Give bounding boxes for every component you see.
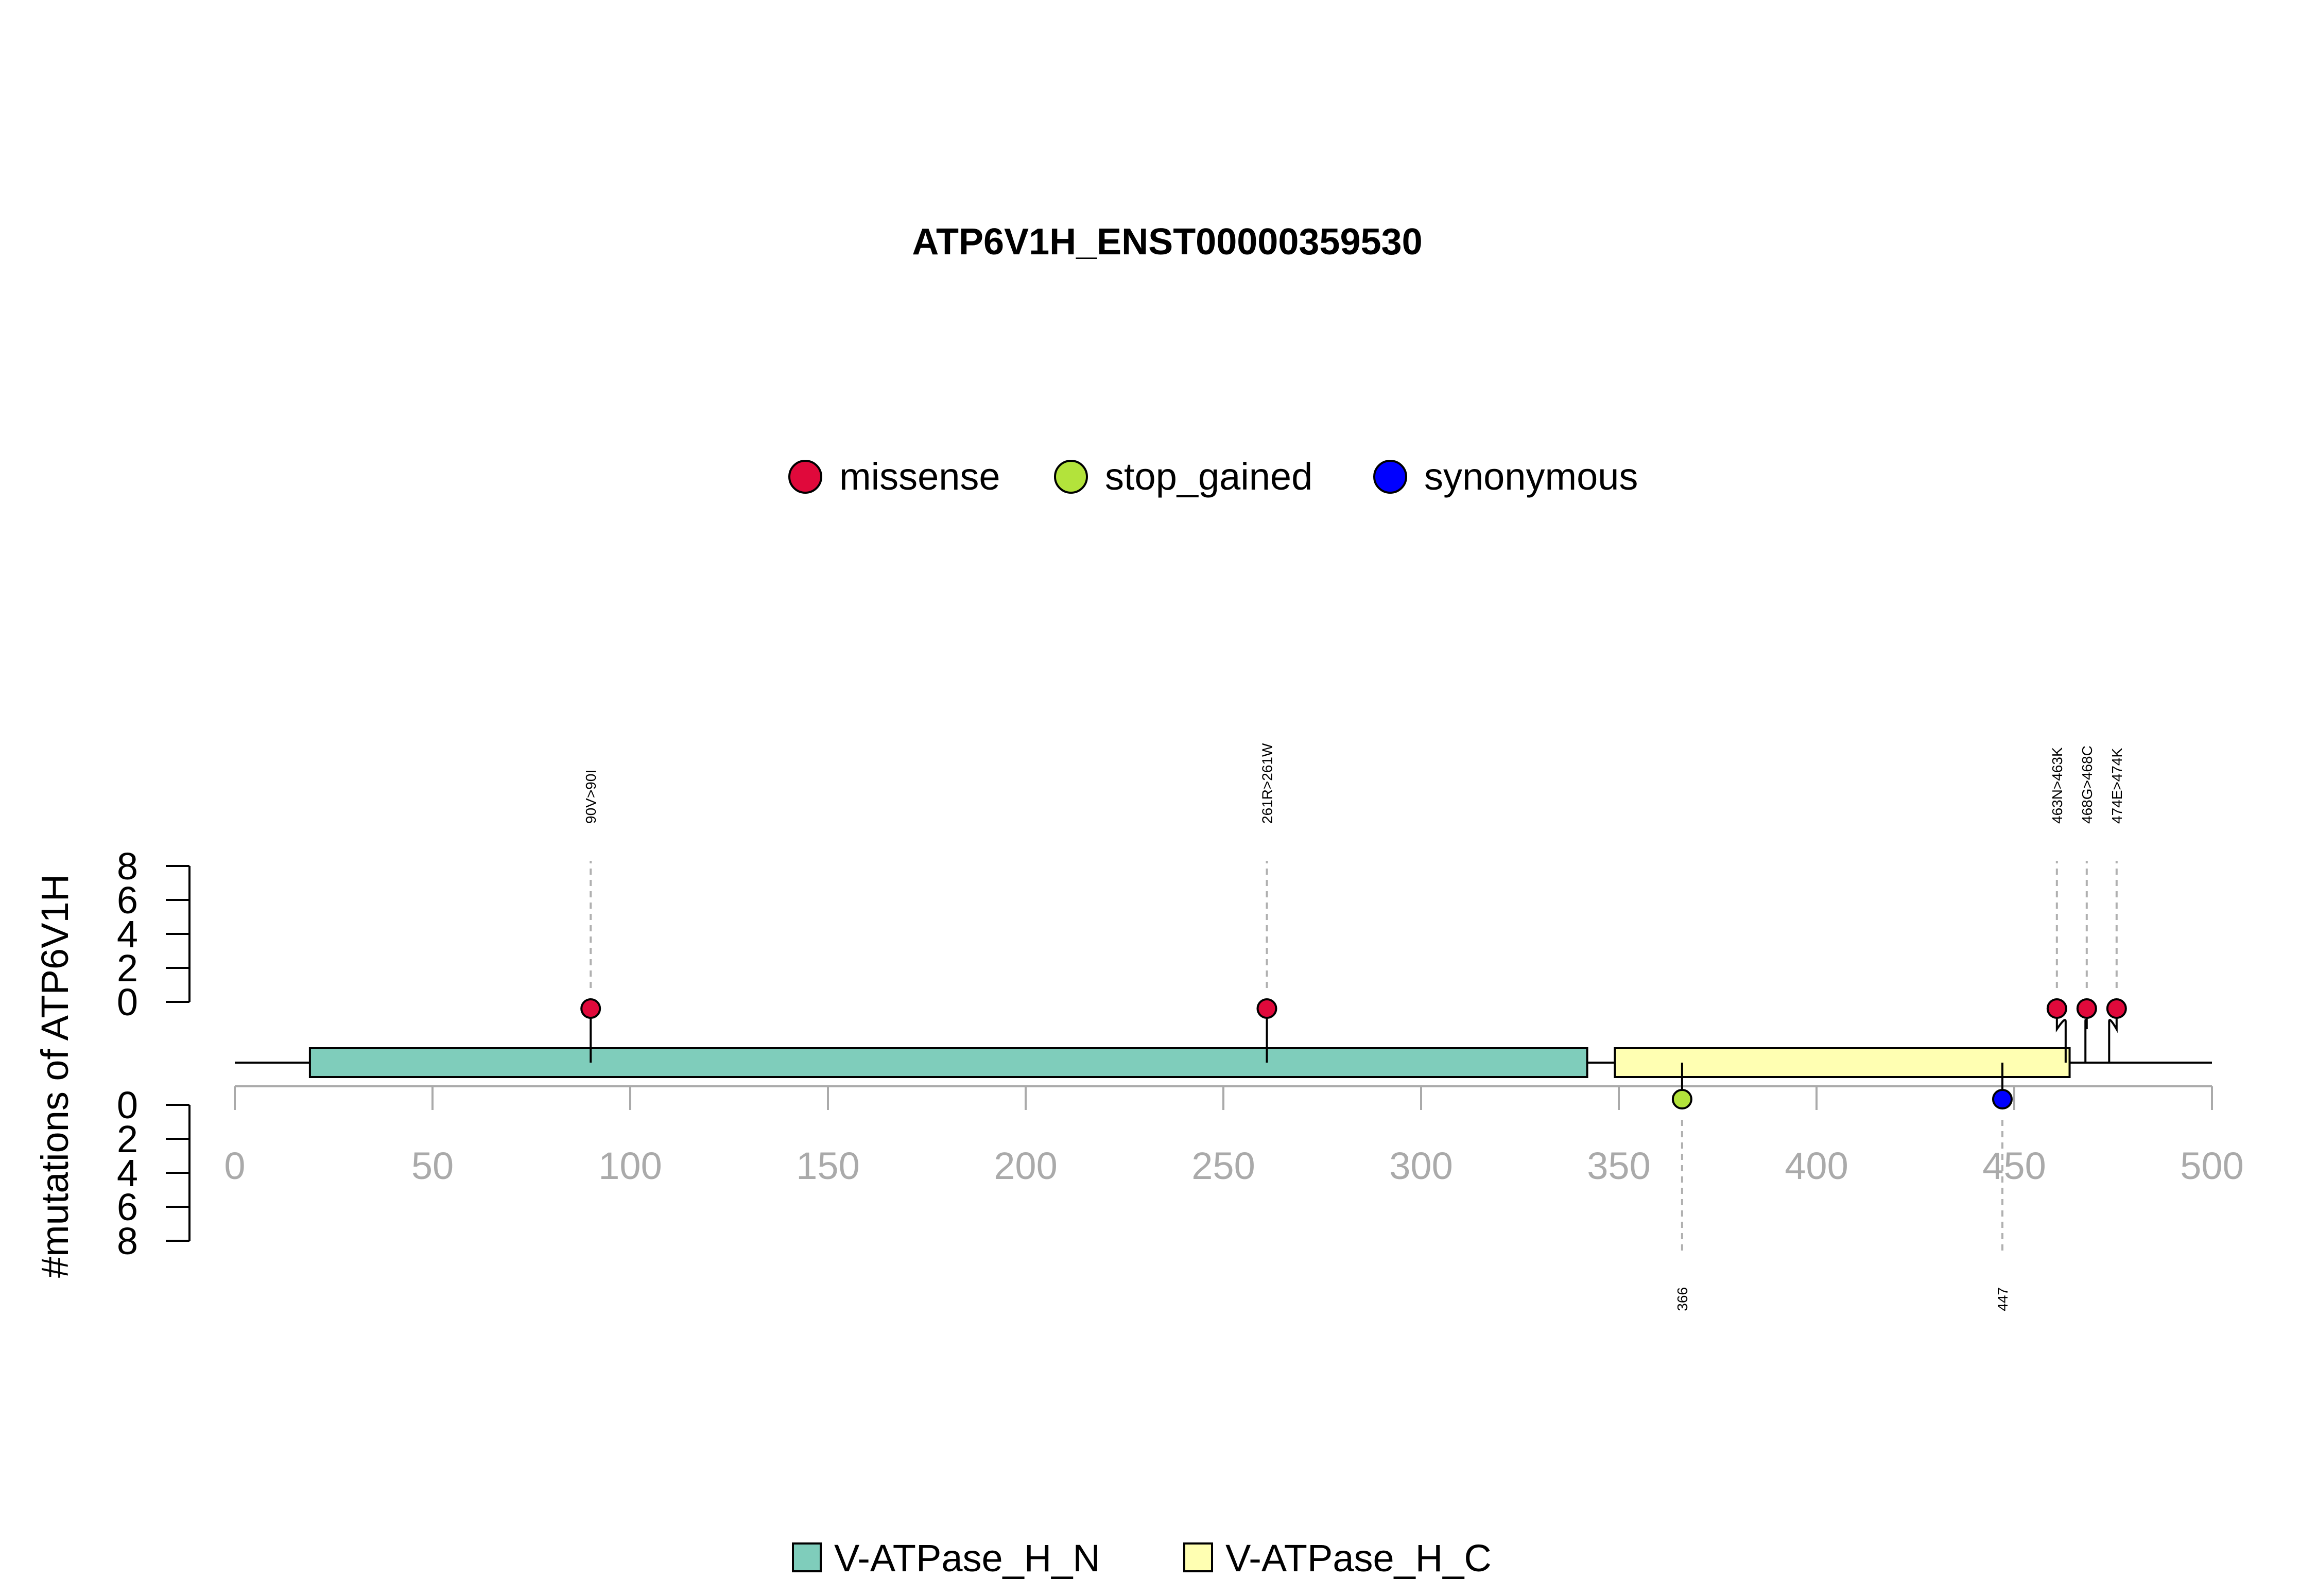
- x-tick-label-100: 100: [598, 1144, 662, 1187]
- x-tick-label-0: 0: [224, 1144, 245, 1187]
- y-top-tick-label-4: 4: [117, 913, 138, 956]
- y-top-tick-label-8: 8: [117, 845, 138, 888]
- x-tick-label-50: 50: [411, 1144, 454, 1187]
- domain-legend-swatch-V-ATPase_H_N: [792, 1542, 822, 1572]
- y-axis-label: #mutations of ATP6V1H: [33, 874, 76, 1278]
- mutation-261R-261W-label: 261R>261W: [1259, 743, 1275, 824]
- y-bottom-tick-label-6: 6: [117, 1186, 138, 1228]
- mutation-261R-261W-point: [1256, 998, 1277, 1019]
- mutations-top: 90V>90I 261R>261W 463N>463K 468G>468C 474E>4…: [580, 743, 2127, 1063]
- mutation-366-point: [1671, 1089, 1692, 1109]
- y-bottom-tick-label-4: 4: [117, 1152, 138, 1194]
- mutation-474E-474K-stem: [2108, 1009, 2118, 1063]
- y-top-tick-label-2: 2: [117, 947, 138, 990]
- x-tick-label-150: 150: [796, 1144, 859, 1187]
- domain-legend: V-ATPase_H_N V-ATPase_H_C: [792, 1537, 1492, 1580]
- mutation-90V-90I-label: 90V>90I: [583, 770, 599, 824]
- domain-legend-label-V-ATPase_H_C: V-ATPase_H_C: [1225, 1537, 1492, 1580]
- x-tick-label-200: 200: [994, 1144, 1057, 1187]
- y-bottom-tick-label-8: 8: [117, 1220, 138, 1262]
- mutation-463N-463K-label: 463N>463K: [2049, 747, 2065, 824]
- mutation-463N-463K-stem: [2055, 1009, 2067, 1063]
- x-tick-label-300: 300: [1389, 1144, 1453, 1187]
- x-tick-label-450: 450: [1982, 1144, 2046, 1187]
- mutation-468G-468C-point: [2076, 998, 2097, 1019]
- mutation-447-point: [1992, 1089, 2013, 1109]
- mutation-type-legend: missense stop_gained synonymous: [788, 455, 1638, 498]
- mutation-474E-474K-point: [2106, 998, 2127, 1019]
- mutation-366-label: 366: [1674, 1287, 1690, 1311]
- x-tick-label-500: 500: [2180, 1144, 2243, 1187]
- mutation-468G-468C-stem: [2084, 1009, 2088, 1063]
- domains: [308, 1047, 2071, 1078]
- legend-swatch-synonymous: [1373, 460, 1407, 494]
- chart-title: ATP6V1H_ENST00000359530: [912, 221, 1422, 263]
- mutation-474E-474K-label: 474E>474K: [2109, 748, 2125, 824]
- x-tick-label-400: 400: [1785, 1144, 1848, 1187]
- legend-label-stop_gained: stop_gained: [1105, 455, 1312, 498]
- y-bottom-tick-label-0: 0: [117, 1084, 138, 1126]
- legend-label-synonymous: synonymous: [1424, 455, 1638, 498]
- domain-V-ATPase_H_N: [308, 1047, 1588, 1078]
- domain-V-ATPase_H_C: [1614, 1047, 2071, 1078]
- mutation-90V-90I-point: [580, 998, 601, 1019]
- domain-legend-label-V-ATPase_H_N: V-ATPase_H_N: [834, 1537, 1100, 1580]
- x-tick-label-350: 350: [1587, 1144, 1650, 1187]
- x-axis: 0 50 100 150 200 250 300 350 400 450 500: [224, 1085, 2244, 1187]
- legend-swatch-stop_gained: [1054, 460, 1088, 494]
- mutation-468G-468C-label: 468G>468C: [2079, 745, 2095, 824]
- y-bottom-tick-label-2: 2: [117, 1118, 138, 1160]
- legend-swatch-missense: [788, 460, 822, 494]
- legend-label-missense: missense: [839, 455, 1000, 498]
- y-top-tick-label-0: 0: [117, 981, 138, 1023]
- y-top-tick-label-6: 6: [117, 879, 138, 922]
- domain-legend-swatch-V-ATPase_H_C: [1183, 1542, 1213, 1572]
- mutation-463N-463K-point: [2046, 998, 2067, 1019]
- x-tick-label-250: 250: [1191, 1144, 1255, 1187]
- mutations-bottom: 366 447: [1671, 1063, 2013, 1311]
- mutation-447-label: 447: [1995, 1287, 2011, 1311]
